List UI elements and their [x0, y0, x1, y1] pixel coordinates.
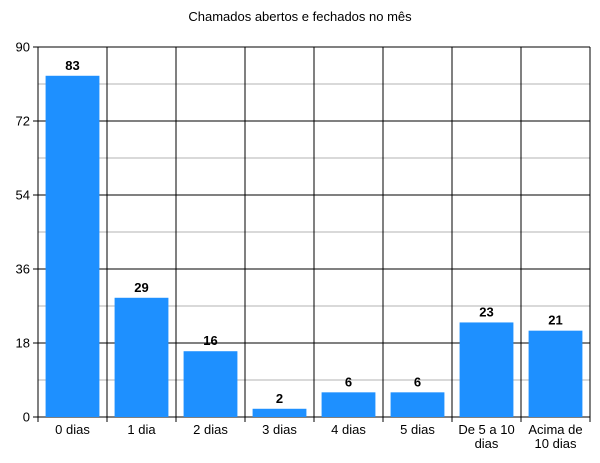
bar — [114, 297, 169, 417]
data-label: 29 — [134, 280, 148, 295]
data-label: 2 — [276, 391, 283, 406]
x-tick-label: 3 dias — [262, 422, 297, 437]
bar — [459, 322, 514, 417]
x-tick-label: dias — [475, 436, 499, 451]
bar — [252, 408, 307, 417]
data-label: 23 — [479, 304, 493, 319]
x-tick-label: 5 dias — [400, 422, 435, 437]
data-label: 16 — [203, 333, 217, 348]
y-tick-label: 54 — [16, 188, 30, 203]
data-label: 6 — [414, 374, 421, 389]
bar — [45, 75, 100, 418]
y-tick-label: 72 — [16, 114, 30, 129]
x-tick-label: 0 dias — [55, 422, 90, 437]
x-tick-label: 4 dias — [331, 422, 366, 437]
x-tick-label: De 5 a 10 — [458, 422, 514, 437]
data-label: 6 — [345, 374, 352, 389]
y-tick-label: 90 — [16, 40, 30, 55]
y-tick-label: 18 — [16, 336, 30, 351]
x-tick-label: 1 dia — [127, 422, 156, 437]
y-tick-label: 36 — [16, 262, 30, 277]
bar — [528, 330, 583, 417]
bar — [321, 392, 376, 417]
y-tick-label: 0 — [23, 410, 30, 425]
chart-title: Chamados abertos e fechados no mês — [188, 9, 412, 24]
x-tick-label: Acima de — [528, 422, 582, 437]
data-label: 83 — [65, 58, 79, 73]
data-label: 21 — [548, 313, 562, 328]
bar — [183, 351, 238, 417]
bar — [390, 392, 445, 417]
x-tick-label: 10 dias — [535, 436, 577, 451]
x-tick-label: 2 dias — [193, 422, 228, 437]
